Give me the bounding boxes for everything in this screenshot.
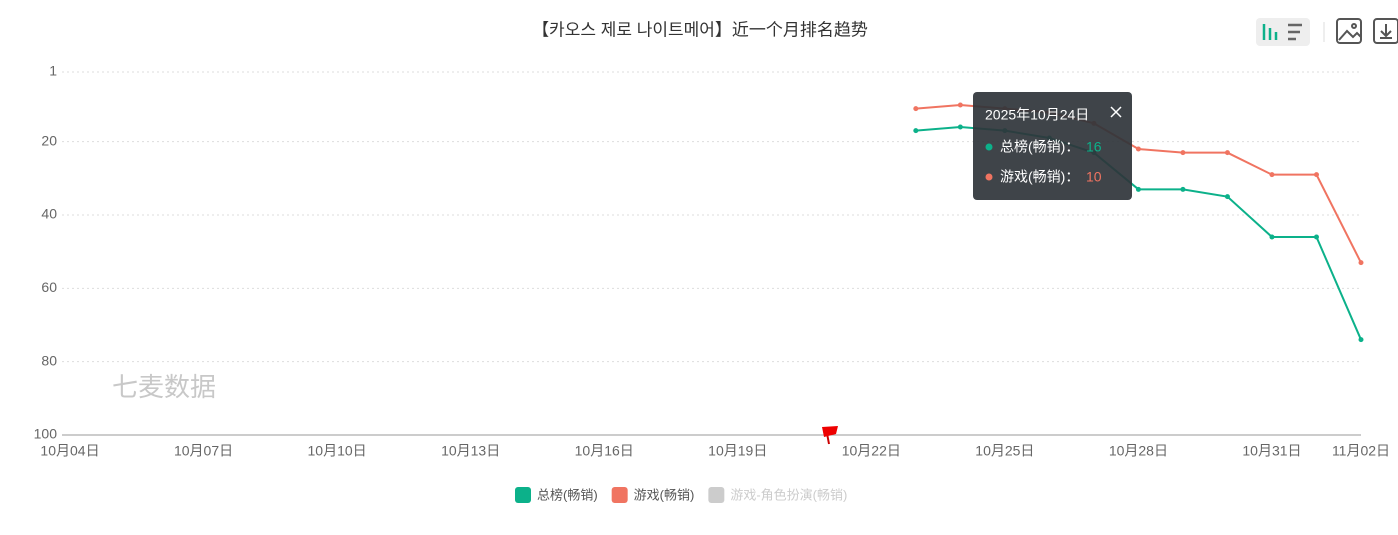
y-tick-label: 80: [41, 352, 57, 368]
legend-swatch[interactable]: [515, 487, 531, 503]
x-tick-label: 10月04日: [40, 443, 99, 459]
point: [1313, 234, 1319, 240]
y-tick-label: 1: [49, 63, 57, 79]
y-tick-label: 20: [41, 132, 57, 148]
point: [1358, 260, 1364, 266]
x-tick-label: 10月25日: [975, 443, 1034, 459]
point: [1224, 194, 1230, 200]
point: [1269, 172, 1275, 178]
x-tick-label: 10月13日: [441, 443, 500, 459]
point: [1180, 186, 1186, 192]
image-icon[interactable]: [1336, 18, 1362, 44]
download-icon[interactable]: [1373, 18, 1398, 44]
list-icon[interactable]: [1288, 23, 1302, 41]
point: [1269, 234, 1275, 240]
y-tick-label: 100: [34, 426, 58, 442]
tooltip: 2025年10月24日 总榜(畅销)： 16 游戏(畅销)： 10: [973, 92, 1132, 200]
tooltip-value: 10: [1086, 169, 1102, 185]
x-tick-label: 10月16日: [575, 443, 634, 459]
point: [1224, 150, 1230, 156]
bar-icon[interactable]: [1262, 24, 1278, 40]
point: [1313, 172, 1319, 178]
tooltip-title: 2025年10月24日: [985, 107, 1089, 123]
tooltip-close[interactable]: [1110, 106, 1122, 118]
tooltip-label: 总榜(畅销)：: [1000, 139, 1079, 155]
y-tick-label: 60: [41, 279, 57, 295]
x-tick-label: 11月02日: [1332, 443, 1390, 459]
tooltip-dot: [985, 143, 993, 151]
legend-swatch[interactable]: [708, 487, 725, 503]
point: [1358, 337, 1364, 343]
x-tick-label: 10月07日: [174, 443, 233, 459]
x-tick-label: 10月31日: [1242, 443, 1301, 459]
tooltip-dot: [985, 173, 993, 181]
point: [957, 102, 963, 108]
point: [1135, 146, 1141, 152]
tooltip-label: 游戏(畅销)：: [1000, 169, 1079, 185]
x-tick-label: 10月10日: [308, 443, 367, 459]
x-tick-label: 10月22日: [842, 443, 901, 459]
point: [913, 128, 919, 134]
legend-label[interactable]: 游戏(畅销): [634, 487, 695, 502]
legend-swatch[interactable]: [611, 487, 628, 503]
legend-label[interactable]: 游戏-角色扮演(畅销): [730, 487, 847, 502]
watermark: 七麦数据: [112, 372, 216, 402]
point: [957, 124, 963, 130]
point: [1180, 150, 1186, 156]
y-tick-label: 40: [41, 206, 57, 222]
flag-icon: [822, 426, 838, 445]
chart-title: 【카오스 제로 나이트메어】近一个月排名趋势: [532, 20, 868, 39]
legend-label[interactable]: 总榜(畅销): [537, 487, 598, 502]
point: [1135, 186, 1141, 192]
x-tick-label: 10月28日: [1109, 443, 1168, 459]
toolbar[interactable]: [1256, 18, 1398, 46]
x-tick-label: 10月19日: [708, 443, 767, 459]
point: [913, 106, 919, 112]
tooltip-value: 16: [1086, 139, 1102, 155]
tooltip-box: [973, 92, 1132, 200]
legend: 总榜(畅销) 游戏(畅销) 游戏-角色扮演(畅销): [515, 487, 847, 503]
